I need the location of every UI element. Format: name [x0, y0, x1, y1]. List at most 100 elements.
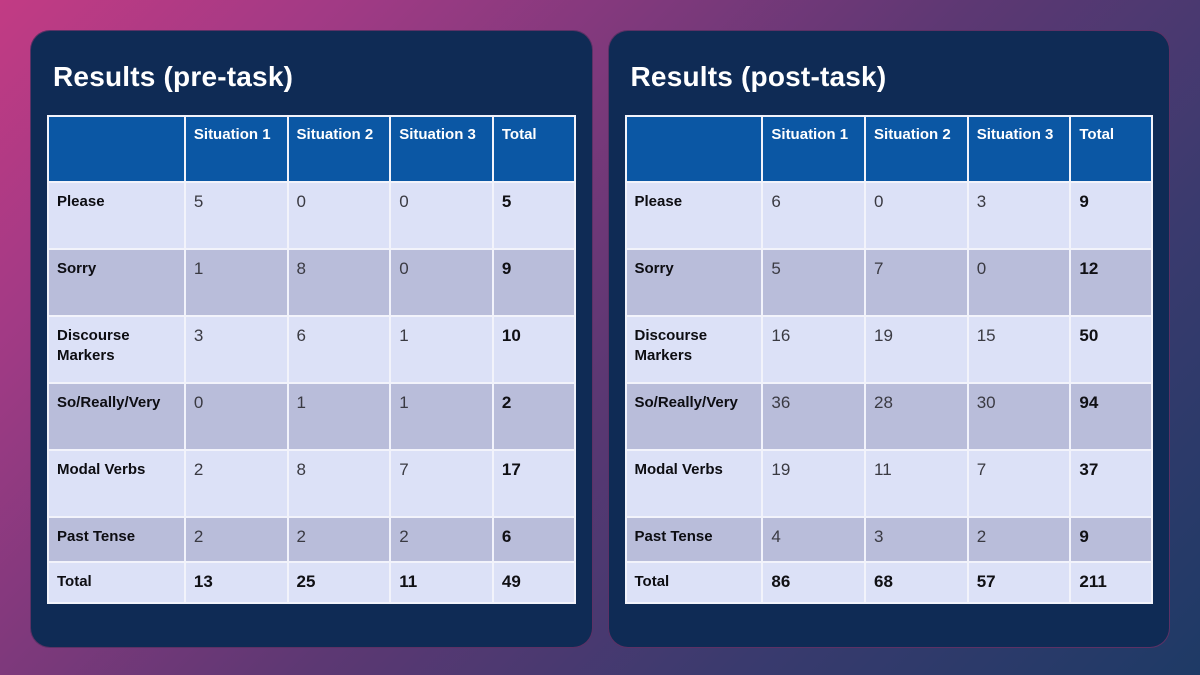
row-total-cell: 49: [491, 561, 576, 604]
value-cell: 1: [389, 315, 494, 384]
table-row: Sorry 5 7 0 12: [624, 248, 1153, 317]
value-cell: 2: [183, 516, 289, 563]
row-label-cell: Please: [624, 181, 764, 250]
value-cell: 0: [864, 181, 969, 250]
row-total-cell: 5: [491, 181, 576, 250]
value-cell: 57: [966, 561, 1072, 604]
value-cell: 30: [966, 382, 1072, 451]
value-cell: 3: [183, 315, 289, 384]
row-label-cell: Please: [47, 181, 186, 250]
row-label-cell: Sorry: [624, 248, 764, 317]
post-task-title: Results (post-task): [630, 61, 887, 92]
value-cell: 11: [389, 561, 494, 604]
table-row: Discourse Markers 16 19 15 50: [624, 315, 1153, 384]
row-label-cell: Discourse Markers: [624, 315, 764, 384]
pre-task-results-table: Situation 1 Situation 2 Situation 3 Total P…: [47, 115, 576, 604]
column-header-cell: Situation 2: [286, 115, 392, 183]
value-cell: 15: [966, 315, 1072, 384]
row-total-cell: 2: [491, 382, 576, 451]
row-total-cell: 10: [491, 315, 576, 384]
table-row: Please 6 0 3 9: [624, 181, 1153, 250]
column-header-cell: Situation 1: [761, 115, 867, 183]
table-row: Past Tense 4 3 2 9: [624, 516, 1153, 563]
row-label-cell: Past Tense: [624, 516, 764, 563]
table-row: So/Really/Very 36 28 30 94: [624, 382, 1153, 451]
table-row: Please 5 0 0 5: [47, 181, 576, 250]
value-cell: 68: [864, 561, 969, 604]
corner-header-cell: [47, 115, 186, 183]
table-body: Please 6 0 3 9 Sorry 5 7 0 12 Discourse Markers 16 1…: [624, 181, 1153, 604]
column-header-cell: Total: [491, 115, 576, 183]
value-cell: 5: [183, 181, 289, 250]
value-cell: 1: [389, 382, 494, 451]
row-total-cell: 211: [1069, 561, 1153, 604]
row-label-cell: So/Really/Very: [624, 382, 764, 451]
value-cell: 3: [966, 181, 1072, 250]
value-cell: 16: [761, 315, 867, 384]
value-cell: 8: [286, 449, 392, 518]
row-label-cell: Modal Verbs: [47, 449, 186, 518]
value-cell: 13: [183, 561, 289, 604]
value-cell: 6: [286, 315, 392, 384]
table-header: Situation 1 Situation 2 Situation 3 Total: [47, 115, 576, 183]
value-cell: 3: [864, 516, 969, 563]
value-cell: 2: [389, 516, 494, 563]
table-row: Sorry 1 8 0 9: [47, 248, 576, 317]
row-total-cell: 37: [1069, 449, 1153, 518]
value-cell: 7: [864, 248, 969, 317]
table-row: So/Really/Very 0 1 1 2: [47, 382, 576, 451]
table-row: Modal Verbs 19 11 7 37: [624, 449, 1153, 518]
column-header-cell: Situation 3: [389, 115, 494, 183]
table-row: Discourse Markers 3 6 1 10: [47, 315, 576, 384]
value-cell: 6: [761, 181, 867, 250]
row-label-cell: So/Really/Very: [47, 382, 186, 451]
column-header-cell: Situation 1: [183, 115, 289, 183]
row-total-cell: 12: [1069, 248, 1153, 317]
row-total-cell: 9: [491, 248, 576, 317]
value-cell: 0: [183, 382, 289, 451]
value-cell: 1: [286, 382, 392, 451]
value-cell: 19: [864, 315, 969, 384]
value-cell: 11: [864, 449, 969, 518]
value-cell: 0: [389, 181, 494, 250]
slide: Results (pre-task) Situation 1 Situation …: [30, 30, 1170, 648]
row-label-cell: Sorry: [47, 248, 186, 317]
value-cell: 86: [761, 561, 867, 604]
value-cell: 5: [761, 248, 867, 317]
table-row: Total 13 25 11 49: [47, 561, 576, 604]
value-cell: 0: [966, 248, 1072, 317]
value-cell: 2: [183, 449, 289, 518]
column-header-cell: Situation 2: [864, 115, 969, 183]
row-total-cell: 9: [1069, 181, 1153, 250]
value-cell: 36: [761, 382, 867, 451]
table-header: Situation 1 Situation 2 Situation 3 Total: [624, 115, 1153, 183]
row-total-cell: 50: [1069, 315, 1153, 384]
table-row: Modal Verbs 2 8 7 17: [47, 449, 576, 518]
row-label-cell: Modal Verbs: [624, 449, 764, 518]
value-cell: 2: [966, 516, 1072, 563]
value-cell: 4: [761, 516, 867, 563]
post-task-results-table: Situation 1 Situation 2 Situation 3 Total P…: [624, 115, 1154, 604]
value-cell: 7: [389, 449, 494, 518]
row-total-cell: 94: [1069, 382, 1153, 451]
value-cell: 0: [389, 248, 494, 317]
value-cell: 7: [966, 449, 1072, 518]
value-cell: 1: [183, 248, 289, 317]
column-header-cell: Situation 3: [966, 115, 1072, 183]
table-body: Please 5 0 0 5 Sorry 1 8 0 9 Discourse Markers 3 6 1 1…: [47, 181, 576, 604]
row-label-cell: Total: [47, 561, 186, 604]
value-cell: 28: [864, 382, 969, 451]
row-total-cell: 9: [1069, 516, 1153, 563]
row-label-cell: Discourse Markers: [47, 315, 186, 384]
pre-task-panel: Results (pre-task) Situation 1 Situation …: [30, 30, 593, 648]
row-total-cell: 6: [491, 516, 576, 563]
pre-task-title: Results (pre-task): [53, 61, 294, 92]
corner-header-cell: [624, 115, 764, 183]
value-cell: 8: [286, 248, 392, 317]
row-label-cell: Total: [624, 561, 764, 604]
value-cell: 25: [286, 561, 392, 604]
table-row: Total 86 68 57 211: [624, 561, 1153, 604]
row-total-cell: 17: [491, 449, 576, 518]
value-cell: 2: [286, 516, 392, 563]
post-task-panel: Results (post-task) Situation 1 Situation…: [607, 30, 1170, 648]
